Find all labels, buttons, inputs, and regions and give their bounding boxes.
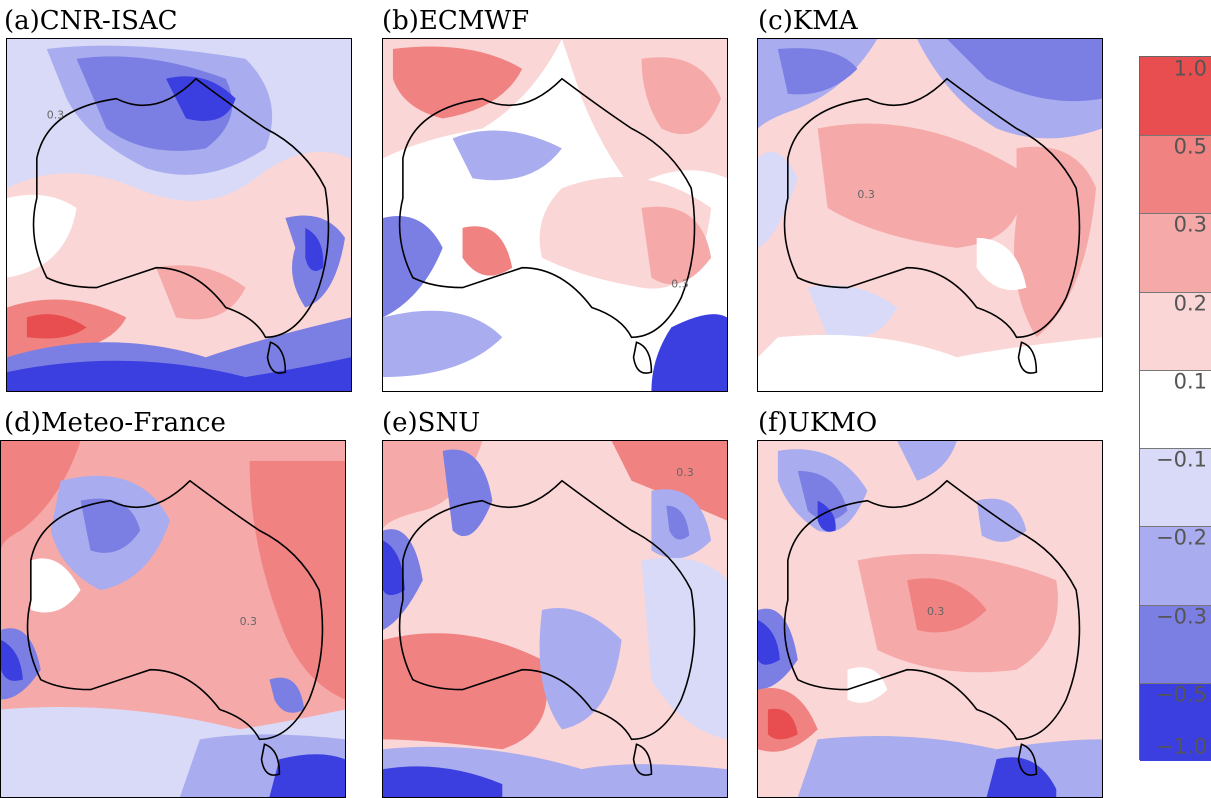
correlation-map-d: 0.3 [1,441,345,797]
colorbar-label: −0.5 [1156,682,1207,707]
colorbar-label: 0.5 [1173,134,1207,159]
colorbar-tick [1140,526,1211,528]
colorbar-tick [1140,448,1211,450]
colorbar-segment [1140,57,1211,136]
correlation-map-a: 0.3 [7,39,351,391]
colorbar-segment [1140,369,1211,449]
panel-title-e: (e)SNU [382,408,481,438]
colorbar-segment [1140,213,1211,292]
contour-label: 0.3 [47,109,64,122]
correlation-map-b: 0.3 [383,39,727,391]
contour-label: 0.3 [927,605,944,618]
map-panel-c: 0.3 [757,38,1103,392]
colorbar-label: 1.0 [1173,56,1207,81]
colorbar-label: 0.3 [1173,212,1207,237]
colorbar-segment [1140,291,1211,370]
correlation-map-f: 0.3 [758,441,1102,797]
colorbar-tick [1140,135,1211,137]
colorbar-segment [1140,448,1211,527]
colorbar-label: −1.0 [1156,734,1207,759]
colorbar-label: −0.1 [1156,447,1207,472]
map-panel-d: 0.3 [0,440,346,798]
colorbar-label: −0.2 [1156,525,1207,550]
colorbar-tick [1140,369,1211,371]
colorbar-segment [1140,604,1211,683]
colorbar: 1.0 0.5 0.3 0.2 0.1 −0.1 −0.2 −0.3 −0.5 −1.0 [1139,56,1211,764]
map-panel-f: 0.3 [757,440,1103,798]
map-panel-e: 0.3 [382,440,728,798]
panel-title-d: (d)Meteo-France [4,408,226,438]
map-panel-a: 0.3 [6,38,352,392]
colorbar-label: 0.1 [1173,369,1207,394]
panel-title-c: (c)KMA [758,6,858,36]
colorbar-label: 0.2 [1173,291,1207,316]
map-panel-b: 0.3 [382,38,728,392]
colorbar-segment [1140,135,1211,214]
panel-title-b: (b)ECMWF [382,6,530,36]
colorbar-label: −0.3 [1156,604,1207,629]
contour-label: 0.3 [857,188,874,201]
panel-title-f: (f)UKMO [758,408,878,438]
colorbar-tick [1140,604,1211,606]
colorbar-segment [1140,682,1211,761]
contour-label: 0.3 [676,466,693,479]
contour-label: 0.3 [240,615,257,628]
correlation-map-e: 0.3 [383,441,727,797]
colorbar-tick [1140,682,1211,684]
colorbar-tick [1140,291,1211,293]
colorbar-segment [1140,526,1211,605]
correlation-map-c: 0.3 [758,39,1102,391]
colorbar-box: 1.0 0.5 0.3 0.2 0.1 −0.1 −0.2 −0.3 −0.5 −1.0 [1139,56,1211,761]
contour-label: 0.3 [671,278,688,291]
panel-title-a: (a)CNR-ISAC [4,6,178,36]
colorbar-tick [1140,213,1211,215]
